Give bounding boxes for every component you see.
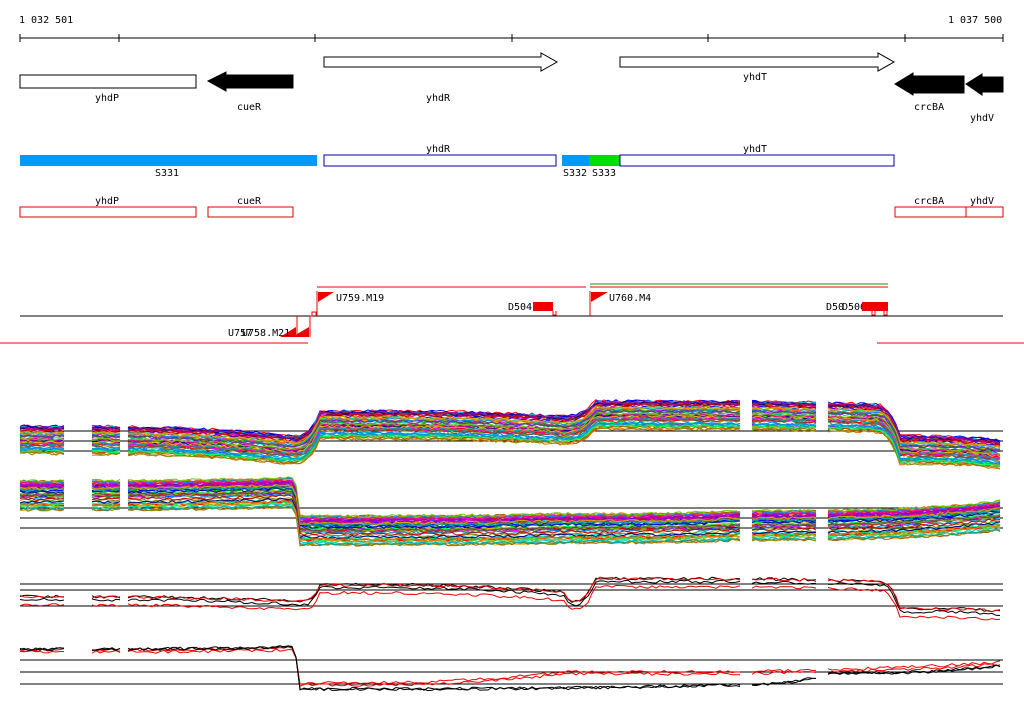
annotation-label: yhdP xyxy=(95,196,119,207)
ruler-end-label: 1 037 500 xyxy=(948,15,1002,26)
expression-trace xyxy=(19,579,1001,616)
expression-trace xyxy=(20,400,1001,444)
expression-trace xyxy=(19,492,1001,535)
gene-yhdP[interactable]: yhdP xyxy=(19,74,197,104)
expression-trace xyxy=(19,420,1001,463)
feature-label: U759.M19 xyxy=(336,293,384,304)
gene-yhdT[interactable]: yhdT xyxy=(619,52,896,83)
expression-trace xyxy=(19,494,1000,536)
gene-label: yhdR xyxy=(426,93,451,104)
expression-trace xyxy=(19,405,1001,449)
segment-label: S331 xyxy=(155,168,179,179)
promoter-U757-U758[interactable]: U757 U758.M21 xyxy=(228,311,317,339)
annotation-track: yhdP cueR crcBA yhdV xyxy=(19,196,1004,218)
segment-label: yhdR xyxy=(426,144,451,155)
segment-track: S331 yhdR S332 S333 yhdT xyxy=(20,144,895,179)
expression-panel-2 xyxy=(19,476,1003,547)
annotation-yhdP[interactable]: yhdP xyxy=(19,196,197,218)
expression-trace xyxy=(19,412,1001,456)
promoter-U760[interactable]: U760.M4 xyxy=(589,291,651,316)
segment-yhdR[interactable]: yhdR xyxy=(323,144,557,167)
segment-label: yhdT xyxy=(743,144,767,155)
segment-label: S333 xyxy=(592,168,616,179)
gene-yhdV[interactable]: yhdV xyxy=(965,73,1004,124)
gene-label: yhdT xyxy=(743,72,767,83)
expression-trace xyxy=(19,479,1001,521)
gene-crcBA[interactable]: crcBA xyxy=(894,72,965,113)
gene-label: cueR xyxy=(237,102,262,113)
feature-label: D50 xyxy=(826,302,844,313)
expression-trace xyxy=(19,497,1001,539)
expression-panel-4 xyxy=(19,645,1003,692)
expression-trace xyxy=(20,416,1001,459)
annotation-label: crcBA xyxy=(914,196,944,207)
expression-trace xyxy=(19,645,1001,691)
gene-label: yhdV xyxy=(970,113,994,124)
annotation-cueR[interactable]: cueR xyxy=(207,196,294,218)
feature-label: U760.M4 xyxy=(609,293,651,304)
expression-panel-1 xyxy=(19,399,1003,470)
expression-trace xyxy=(19,426,1001,470)
expression-trace xyxy=(19,480,1001,523)
ruler-start-label: 1 032 501 xyxy=(19,15,73,26)
feature-track: U759.M19 U760.M4 D504 D50 D506 U757 U758 xyxy=(0,283,1024,344)
annotation-label: yhdV xyxy=(970,196,994,207)
expression-trace xyxy=(19,424,1001,467)
terminator-D504[interactable]: D504 xyxy=(508,302,557,316)
segment-S332[interactable]: S332 xyxy=(562,155,589,179)
feature-label: D504 xyxy=(508,302,532,313)
annotation-label: cueR xyxy=(237,196,262,207)
expression-trace xyxy=(19,476,1001,519)
coordinate-ruler: 1 032 501 1 037 500 xyxy=(19,15,1004,42)
expression-trace xyxy=(19,409,1001,452)
expression-panel-3 xyxy=(19,576,1003,621)
expression-trace xyxy=(19,416,1001,460)
segment-S333[interactable]: S333 xyxy=(589,155,620,179)
gene-cueR[interactable]: cueR xyxy=(206,71,294,113)
expression-trace xyxy=(19,400,1001,443)
promoter-U759[interactable]: U759.M19 xyxy=(316,291,384,316)
expression-trace xyxy=(19,499,1001,542)
gene-track: yhdP cueR yhdR yhdT crcBA yhdV xyxy=(19,52,1004,124)
expression-trace xyxy=(19,584,1001,621)
segment-S331[interactable]: S331 xyxy=(20,155,317,179)
expression-trace xyxy=(19,504,1001,546)
expression-trace xyxy=(19,486,1001,527)
segment-label: S332 xyxy=(563,168,587,179)
gene-label: yhdP xyxy=(95,93,119,104)
expression-trace xyxy=(19,403,1001,446)
expression-trace xyxy=(19,490,1001,532)
gene-yhdR[interactable]: yhdR xyxy=(323,52,559,104)
feature-label: D506 xyxy=(842,302,866,313)
gene-label: crcBA xyxy=(914,102,944,113)
segment-yhdT[interactable]: yhdT xyxy=(619,144,895,167)
feature-label: U757 xyxy=(228,328,252,339)
feature-label: U758.M21 xyxy=(242,328,290,339)
expression-trace xyxy=(19,414,1001,458)
expression-trace xyxy=(19,422,1000,465)
expression-trace xyxy=(19,489,1001,531)
expression-trace xyxy=(19,648,1001,687)
terminator-D50x[interactable]: D50 D506 xyxy=(826,302,888,316)
expression-trace xyxy=(19,483,1001,525)
expression-trace xyxy=(19,576,1001,613)
annotation-yhdV[interactable]: yhdV xyxy=(965,196,1004,218)
annotation-crcBA[interactable]: crcBA xyxy=(894,196,967,218)
